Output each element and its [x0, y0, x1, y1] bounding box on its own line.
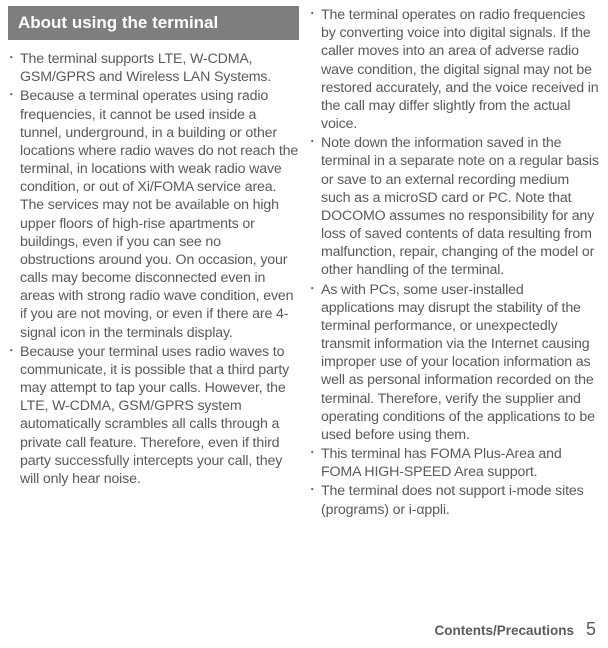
left-column: About using the terminal ･ The terminal … — [8, 6, 299, 520]
left-bullet-list: ･ The terminal supports LTE, W-CDMA, GSM… — [8, 50, 299, 488]
list-item: ･ Because a terminal operates using radi… — [8, 87, 299, 341]
bullet-text: As with PCs, some user-installed applica… — [321, 281, 600, 445]
bullet-text: Because a terminal operates using radio … — [20, 87, 299, 341]
bullet-icon: ･ — [8, 87, 20, 341]
list-item: ･ The terminal does not support i-mode s… — [309, 482, 600, 518]
bullet-icon: ･ — [309, 6, 321, 133]
bullet-text: The terminal does not support i-mode sit… — [321, 482, 600, 518]
bullet-icon: ･ — [8, 343, 20, 488]
bullet-text: Note down the information saved in the t… — [321, 134, 600, 279]
right-column: ･ The terminal operates on radio frequen… — [309, 6, 600, 520]
bullet-icon: ･ — [8, 50, 20, 86]
section-header: About using the terminal — [8, 6, 299, 40]
list-item: ･ The terminal operates on radio frequen… — [309, 6, 600, 133]
bullet-text: The terminal supports LTE, W-CDMA, GSM/G… — [20, 50, 299, 86]
bullet-text: Because your terminal uses radio waves t… — [20, 343, 299, 488]
list-item: ･ As with PCs, some user-installed appli… — [309, 281, 600, 445]
list-item: ･ Because your terminal uses radio waves… — [8, 343, 299, 488]
bullet-icon: ･ — [309, 134, 321, 279]
bullet-icon: ･ — [309, 482, 321, 518]
right-bullet-list: ･ The terminal operates on radio frequen… — [309, 6, 600, 519]
list-item: ･ Note down the information saved in the… — [309, 134, 600, 279]
bullet-icon: ･ — [309, 281, 321, 445]
list-item: ･ The terminal supports LTE, W-CDMA, GSM… — [8, 50, 299, 86]
footer-section-label: Contents/Precautions — [434, 623, 574, 638]
footer-page-number: 5 — [586, 619, 596, 640]
page-footer: Contents/Precautions 5 — [434, 619, 596, 640]
bullet-text: The terminal operates on radio frequenci… — [321, 6, 600, 133]
bullet-icon: ･ — [309, 445, 321, 481]
bullet-text: This terminal has FOMA Plus-Area and FOM… — [321, 445, 600, 481]
page-container: About using the terminal ･ The terminal … — [0, 0, 608, 520]
list-item: ･ This terminal has FOMA Plus-Area and F… — [309, 445, 600, 481]
